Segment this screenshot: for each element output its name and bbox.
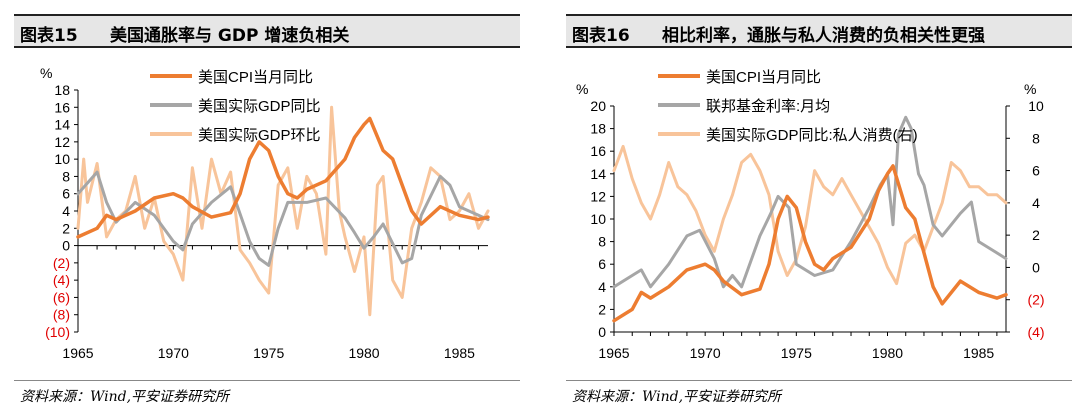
y-tick-label: 16 <box>590 143 606 159</box>
y-tick-label: 18 <box>590 121 606 137</box>
x-tick-label: 1970 <box>690 345 721 361</box>
y-tick-label: 10 <box>54 151 70 167</box>
x-tick-label: 1975 <box>253 345 284 361</box>
legend-label: 联邦基金利率:月均 <box>706 98 830 115</box>
y-tick-label: 8 <box>598 234 606 250</box>
y-tick-label: 12 <box>54 134 70 150</box>
y-tick-label: 2 <box>598 301 606 317</box>
legend-label: 美国CPI当月同比 <box>198 69 313 86</box>
series-line-0 <box>76 116 490 239</box>
chart-panel-left: 图表15 美国通胀率与 GDP 增速负相关 % (10) (8) (6) (4) (2) 0… <box>0 0 528 419</box>
x-tick-label: 1970 <box>158 345 189 361</box>
divider <box>566 380 1072 381</box>
y2-tick-label: 4 <box>1032 195 1040 211</box>
chart-title-bar: 图表16 相比利率，通胀与私人消费的负相关性更强 <box>566 14 1072 48</box>
y-axis-unit-label: % <box>40 65 52 81</box>
y2-tick-label: 8 <box>1032 130 1040 146</box>
y-tick-label: (8) <box>53 307 70 323</box>
chart-title: 美国通胀率与 GDP 增速负相关 <box>110 26 350 46</box>
source-note: 资料来源：Wind,平安证券研究所 <box>20 389 230 405</box>
y2-tick-label: 6 <box>1032 163 1040 179</box>
x-tick-label: 1980 <box>348 345 379 361</box>
chart-panel-right: 图表16 相比利率，通胀与私人消费的负相关性更强 % 0 2 4 6 8 10 12 14 16 1… <box>552 0 1080 419</box>
y-tick-label: 12 <box>590 188 606 204</box>
y-tick-label: 0 <box>598 324 606 340</box>
figure-number: 图表16 <box>572 26 630 46</box>
y-tick-label: 14 <box>54 117 70 133</box>
y-tick-label: (4) <box>53 272 70 288</box>
y-tick-label: (6) <box>53 289 70 305</box>
y-tick-label: 4 <box>598 279 606 295</box>
y2-axis-unit-label: % <box>1024 81 1036 97</box>
legend-label: 美国实际GDP同比:私人消费(右) <box>706 127 918 144</box>
chart-title-bar: 图表15 美国通胀率与 GDP 增速负相关 <box>14 14 520 48</box>
y2-tick-label: (2) <box>1027 292 1044 308</box>
legend-label: 美国实际GDP环比 <box>198 127 321 144</box>
legend-label: 美国实际GDP同比 <box>198 98 321 115</box>
line-chart-inflation-consumption: % 0 2 4 6 8 10 12 14 16 18 20% (4) (2) 0 2 4 6 8 10 1965 1970… <box>576 69 1045 361</box>
x-tick-label: 1965 <box>62 345 93 361</box>
source-note: 资料来源：Wind,平安证券研究所 <box>572 389 782 405</box>
x-tick-label: 1980 <box>872 345 903 361</box>
y-tick-label: 4 <box>62 203 70 219</box>
y-tick-label: 20 <box>590 98 606 114</box>
y-tick-label: 6 <box>62 186 70 202</box>
y-tick-label: (10) <box>45 324 70 340</box>
y-tick-label: 14 <box>590 166 606 182</box>
y-tick-label: 16 <box>54 99 70 115</box>
series-line-2 <box>76 105 490 317</box>
x-tick-label: 1975 <box>781 345 812 361</box>
x-tick-label: 1985 <box>444 345 475 361</box>
legend-label: 美国CPI当月同比 <box>706 69 821 86</box>
divider <box>14 380 520 381</box>
series-line-0 <box>612 164 1008 323</box>
chart-title: 相比利率，通胀与私人消费的负相关性更强 <box>662 26 985 46</box>
x-tick-label: 1985 <box>963 345 994 361</box>
series-line-1 <box>76 170 490 267</box>
y-tick-label: 10 <box>590 211 606 227</box>
series-line-2 <box>612 144 1008 286</box>
y-axis-unit-label: % <box>576 81 588 97</box>
y-tick-label: 2 <box>62 220 70 236</box>
y2-tick-label: 2 <box>1032 227 1040 243</box>
y-tick-label: 0 <box>62 238 70 254</box>
y-tick-label: 6 <box>598 256 606 272</box>
figure-number: 图表15 <box>20 26 78 46</box>
y2-tick-label: 10 <box>1028 98 1044 114</box>
series-line-1 <box>612 115 1008 289</box>
y2-tick-label: (4) <box>1027 324 1044 340</box>
y2-tick-label: 0 <box>1032 259 1040 275</box>
x-tick-label: 1965 <box>598 345 629 361</box>
y-tick-label: (2) <box>53 255 70 271</box>
y-tick-label: 8 <box>62 168 70 184</box>
y-tick-label: 18 <box>54 82 70 98</box>
